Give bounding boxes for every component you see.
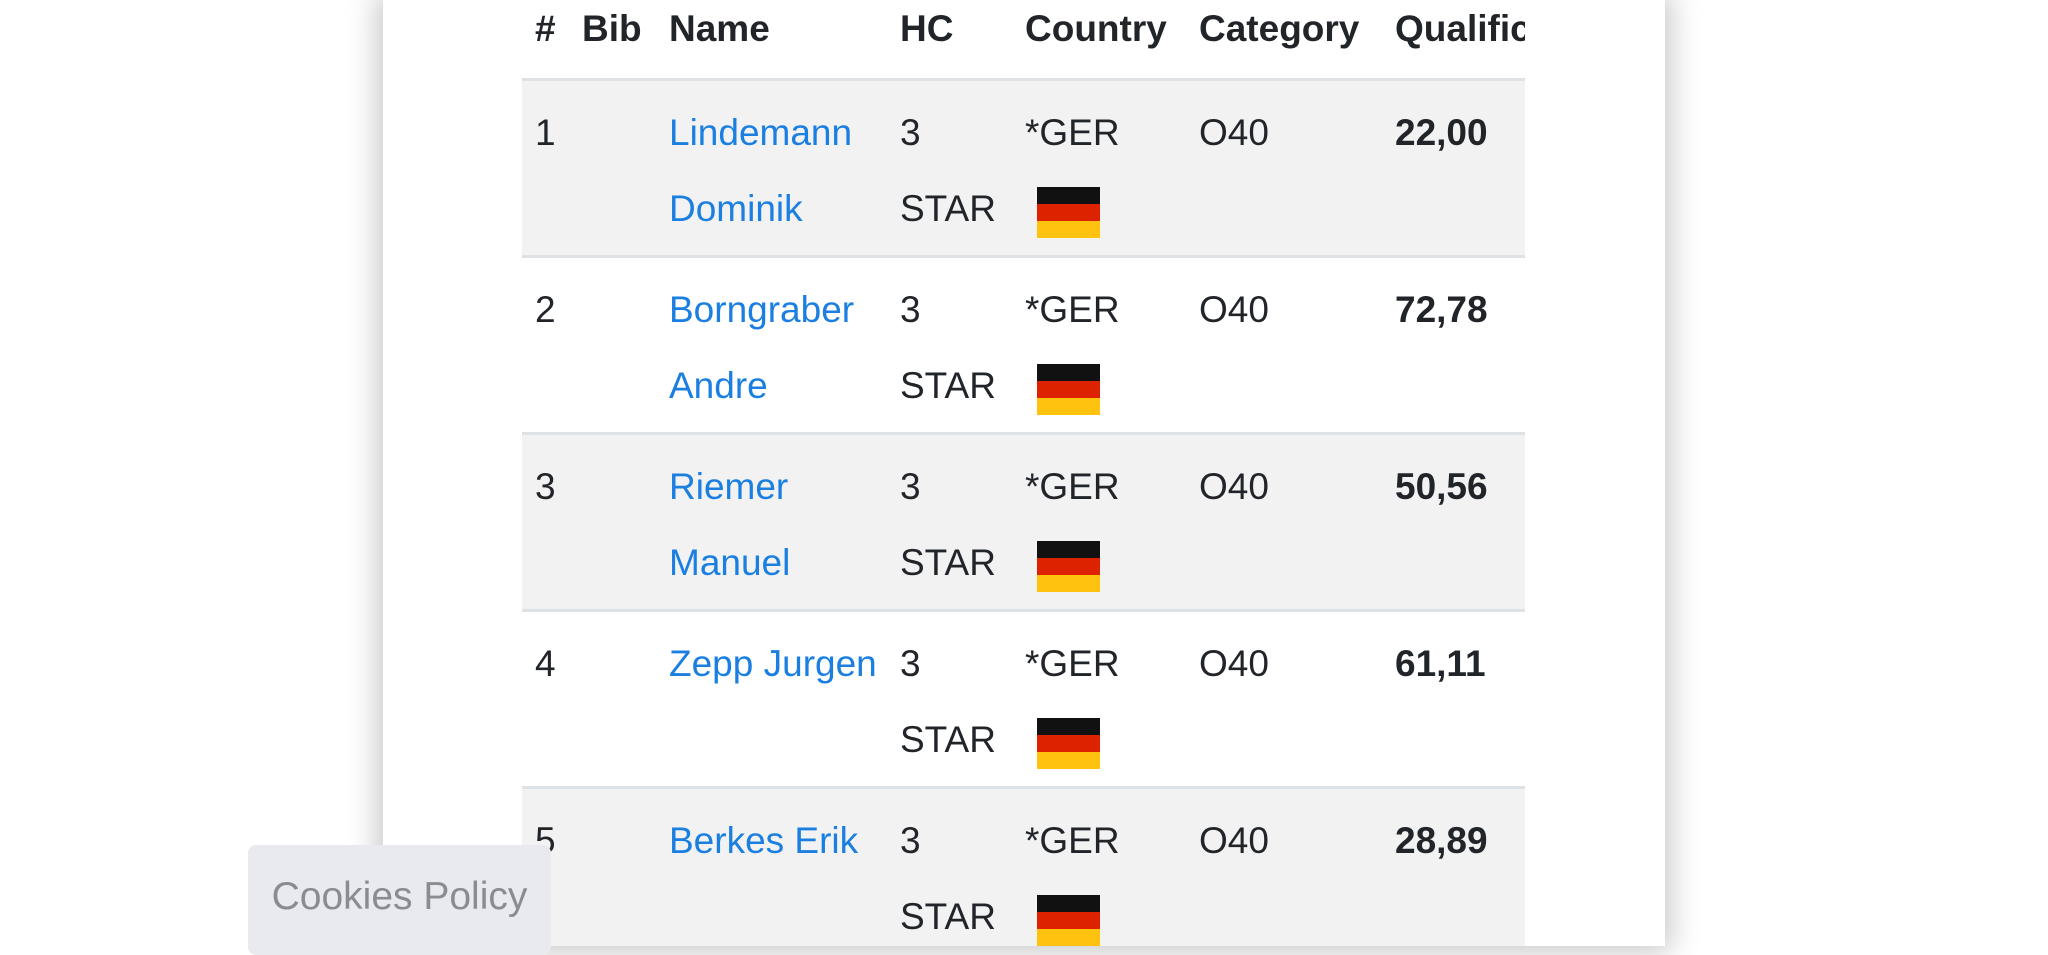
flag-germany [1037, 718, 1100, 769]
flag-stripe [1037, 558, 1100, 575]
column-header: Name [669, 8, 770, 49]
rank: 2 [535, 289, 556, 330]
athlete-link[interactable]: Lindemann Dominik [669, 112, 853, 229]
athlete-link[interactable]: Borngraber Andre [669, 289, 855, 406]
column-header: Qualification [1395, 8, 1525, 49]
flag-stripe [1037, 895, 1100, 912]
results-table: # Bib Name HC Country Category Qualification 1 L… [522, 0, 1525, 946]
athlete-link[interactable]: Riemer Manuel [669, 466, 791, 583]
flag-stripe [1037, 912, 1100, 929]
handicap: 3 STAR [900, 820, 996, 937]
category: O40 [1199, 820, 1269, 861]
athlete-link[interactable]: Zepp Jurgen [669, 643, 877, 684]
rank: 3 [535, 466, 556, 507]
country: *GER [1025, 643, 1120, 684]
category: O40 [1199, 466, 1269, 507]
name-cell: Berkes Erik [669, 803, 891, 879]
column-header: # [535, 8, 556, 49]
flag-stripe [1037, 752, 1100, 769]
flag-stripe [1037, 187, 1100, 204]
flag-germany [1037, 187, 1100, 238]
flag-stripe [1037, 718, 1100, 735]
country: *GER [1025, 289, 1120, 330]
handicap: 3 STAR [900, 643, 996, 760]
flag-germany [1037, 895, 1100, 946]
flag-stripe [1037, 735, 1100, 752]
category: O40 [1199, 643, 1269, 684]
flag-stripe [1037, 364, 1100, 381]
qualification-score: 50,56 [1395, 466, 1488, 507]
handicap: 3 STAR [900, 112, 996, 229]
flag-stripe [1037, 575, 1100, 592]
table-row: 4 Zepp Jurgen 3 STAR *GER O40 61,11 [522, 609, 1525, 786]
flag-germany [1037, 541, 1100, 592]
column-header: Bib [582, 8, 642, 49]
table-row: 2 Borngraber Andre 3 STAR *GER O40 72,78 [522, 255, 1525, 432]
table-row: 5 Berkes Erik 3 STAR *GER O40 28,89 [522, 786, 1525, 946]
athlete-link[interactable]: Berkes Erik [669, 820, 859, 861]
flag-germany [1037, 364, 1100, 415]
qualification-score: 72,78 [1395, 289, 1488, 330]
handicap: 3 STAR [900, 289, 996, 406]
flag-stripe [1037, 398, 1100, 415]
table-row: 3 Riemer Manuel 3 STAR *GER O40 50,56 [522, 432, 1525, 609]
qualification-score: 28,89 [1395, 820, 1488, 861]
flag-stripe [1037, 929, 1100, 946]
column-header: Country [1025, 8, 1167, 49]
flag-stripe [1037, 541, 1100, 558]
column-header: Category [1199, 8, 1360, 49]
handicap: 3 STAR [900, 466, 996, 583]
rank: 4 [535, 643, 556, 684]
name-cell: Borngraber Andre [669, 272, 891, 424]
category: O40 [1199, 289, 1269, 330]
rank: 1 [535, 112, 556, 153]
qualification-score: 61,11 [1395, 643, 1486, 684]
category: O40 [1199, 112, 1269, 153]
flag-stripe [1037, 204, 1100, 221]
name-cell: Riemer Manuel [669, 449, 891, 601]
country: *GER [1025, 466, 1120, 507]
flag-stripe [1037, 381, 1100, 398]
country: *GER [1025, 112, 1120, 153]
qualification-score: 22,00 [1395, 112, 1488, 153]
table-row: 1 Lindemann Dominik 3 STAR *GER O40 22,00 [522, 78, 1525, 255]
name-cell: Lindemann Dominik [669, 95, 891, 247]
column-header: HC [900, 8, 954, 49]
cookies-policy-button[interactable]: Cookies Policy [248, 845, 551, 955]
flag-stripe [1037, 221, 1100, 238]
country: *GER [1025, 820, 1120, 861]
name-cell: Zepp Jurgen [669, 626, 891, 702]
